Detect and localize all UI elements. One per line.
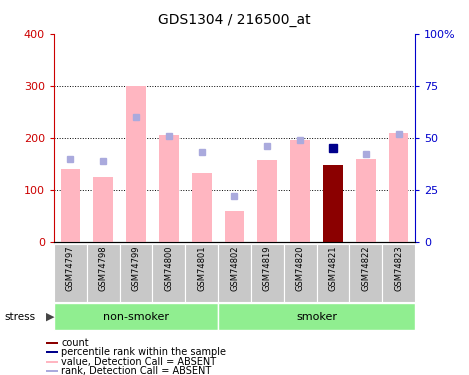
- Text: percentile rank within the sample: percentile rank within the sample: [61, 347, 226, 357]
- Bar: [218, 303, 415, 330]
- Text: GSM74820: GSM74820: [295, 246, 305, 291]
- Bar: [54, 244, 87, 302]
- Bar: [185, 244, 218, 302]
- Text: GSM74800: GSM74800: [164, 246, 174, 291]
- Text: rank, Detection Call = ABSENT: rank, Detection Call = ABSENT: [61, 366, 212, 375]
- Text: GSM74822: GSM74822: [361, 246, 371, 291]
- Text: GSM74799: GSM74799: [131, 246, 141, 291]
- Text: GSM74821: GSM74821: [328, 246, 338, 291]
- Bar: [93, 177, 113, 242]
- Bar: [257, 160, 277, 242]
- Bar: [382, 244, 415, 302]
- Bar: [251, 244, 284, 302]
- Bar: [323, 165, 343, 242]
- Bar: [46, 342, 58, 344]
- Text: value, Detection Call = ABSENT: value, Detection Call = ABSENT: [61, 357, 216, 367]
- Text: count: count: [61, 338, 89, 348]
- Bar: [46, 370, 58, 372]
- Bar: [317, 244, 349, 302]
- Bar: [284, 244, 317, 302]
- Text: GDS1304 / 216500_at: GDS1304 / 216500_at: [158, 13, 311, 27]
- Bar: [61, 169, 80, 242]
- Text: ▶: ▶: [46, 312, 55, 322]
- Bar: [192, 172, 212, 242]
- Text: GSM74819: GSM74819: [263, 246, 272, 291]
- Text: smoker: smoker: [296, 312, 337, 322]
- Bar: [46, 361, 58, 363]
- Bar: [218, 244, 251, 302]
- Text: stress: stress: [5, 312, 36, 322]
- Bar: [46, 351, 58, 353]
- Bar: [290, 140, 310, 242]
- Text: GSM74823: GSM74823: [394, 246, 403, 291]
- Bar: [87, 244, 120, 302]
- Text: GSM74798: GSM74798: [98, 246, 108, 291]
- Text: non-smoker: non-smoker: [103, 312, 169, 322]
- Text: GSM74802: GSM74802: [230, 246, 239, 291]
- Bar: [120, 244, 152, 302]
- Bar: [389, 133, 408, 242]
- Bar: [126, 86, 146, 242]
- Text: GSM74797: GSM74797: [66, 246, 75, 291]
- Bar: [349, 244, 382, 302]
- Bar: [356, 159, 376, 242]
- Bar: [159, 135, 179, 242]
- Bar: [152, 244, 185, 302]
- Text: GSM74801: GSM74801: [197, 246, 206, 291]
- Bar: [225, 211, 244, 242]
- Bar: [54, 303, 218, 330]
